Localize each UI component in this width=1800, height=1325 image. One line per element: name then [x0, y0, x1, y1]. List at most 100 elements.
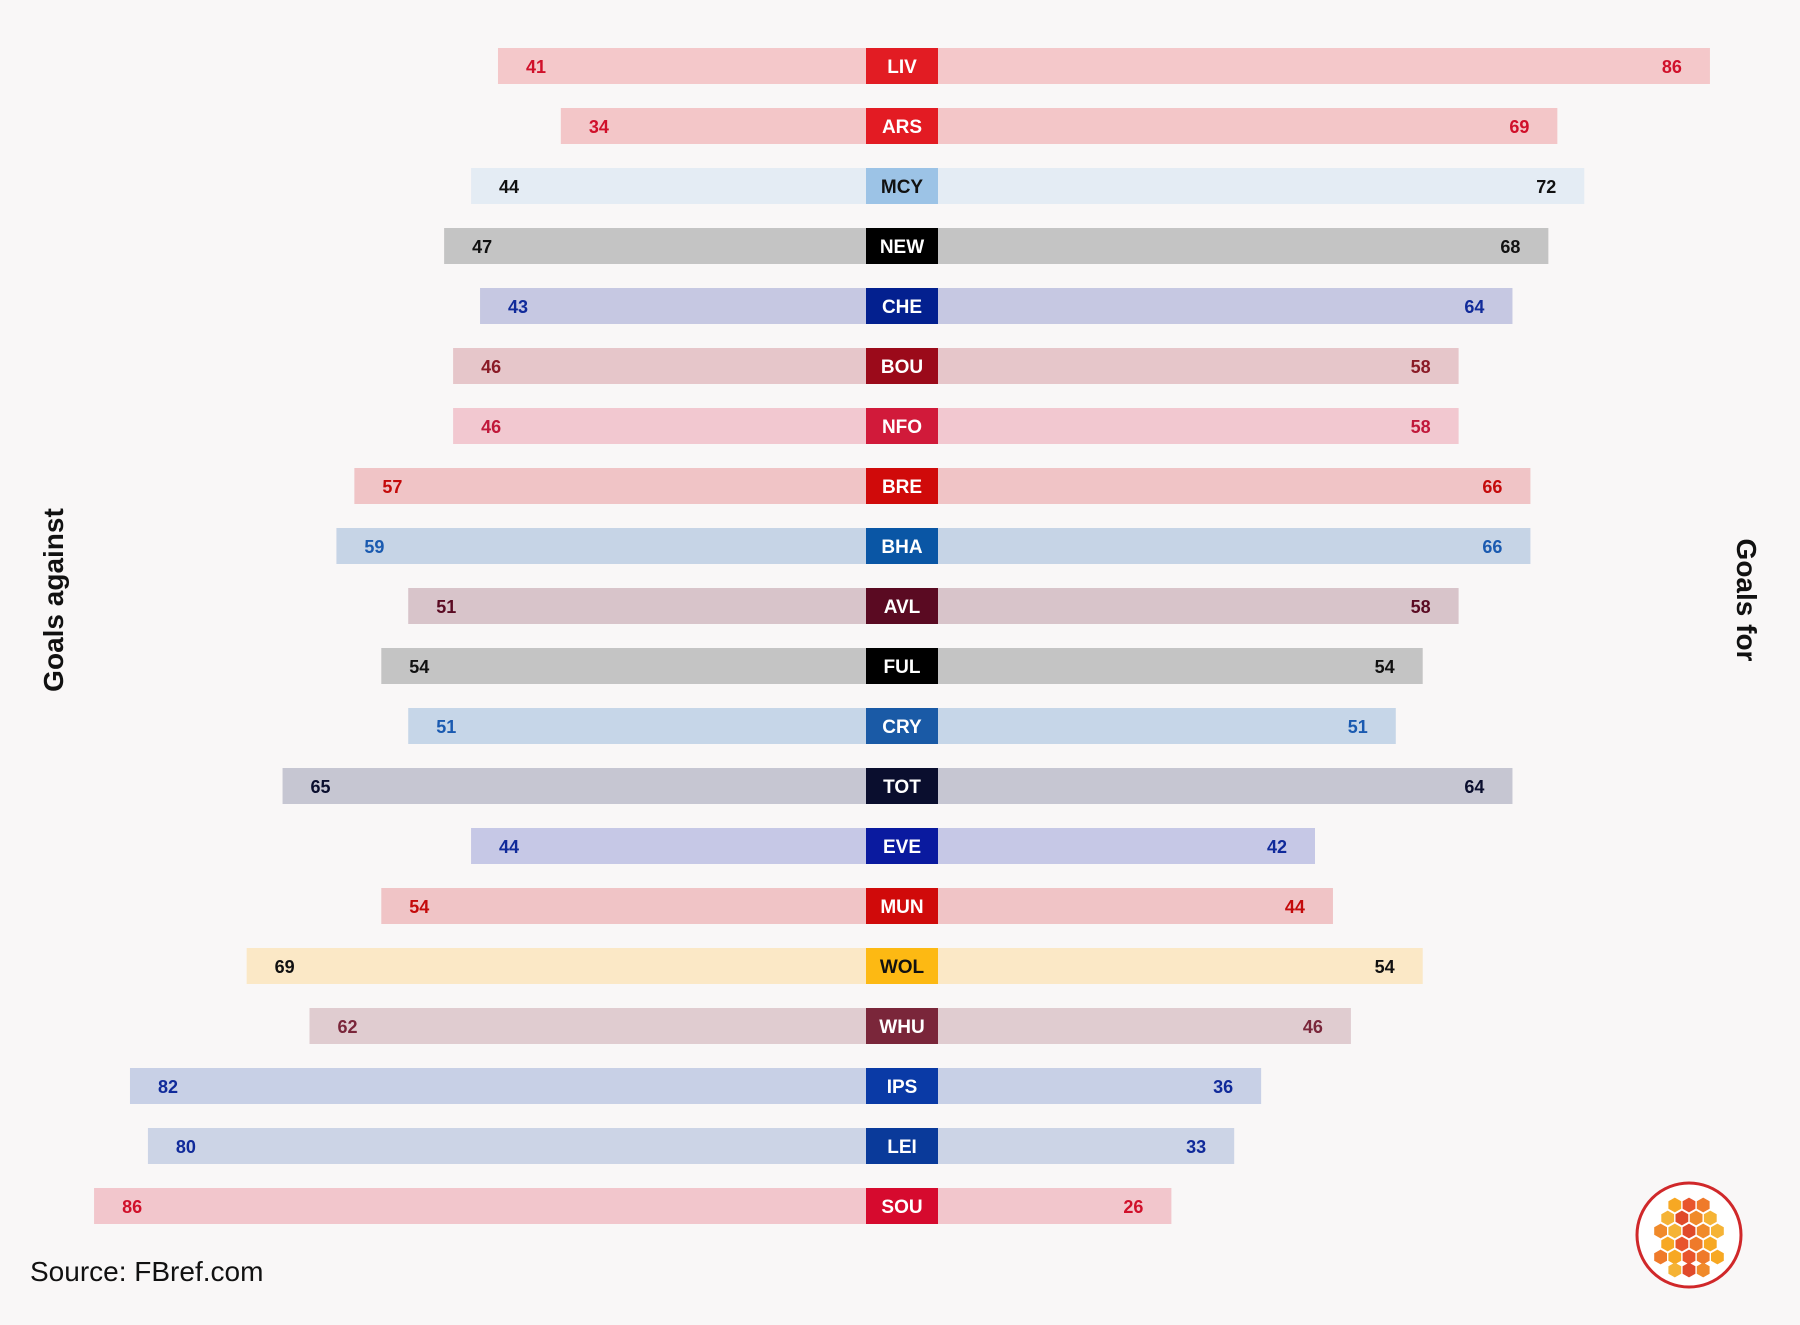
logo-hexagon	[1682, 1262, 1696, 1278]
goals-against-value: 54	[409, 897, 429, 917]
goals-for-bar	[938, 708, 1396, 744]
team-label: ARS	[882, 117, 922, 138]
team-label: SOU	[881, 1197, 922, 1218]
team-label: BOU	[881, 357, 923, 378]
source-note: Source: FBref.com	[30, 1256, 264, 1287]
goals-against-bar	[381, 648, 866, 684]
team-label: MUN	[880, 897, 923, 918]
brand-logo	[1634, 1180, 1744, 1290]
logo-hexagon	[1696, 1197, 1710, 1213]
goals-for-bar	[938, 1128, 1235, 1164]
goals-for-bar	[938, 48, 1710, 84]
team-label: LIV	[887, 57, 917, 78]
team-badge	[866, 1008, 938, 1044]
goals-against-value: 54	[409, 657, 429, 677]
logo-hexagon	[1668, 1249, 1682, 1265]
team-badge	[866, 648, 938, 684]
logo-hexagon	[1661, 1236, 1675, 1252]
goals-for-bar	[938, 828, 1315, 864]
goals-against-bar	[471, 828, 866, 864]
team-badge	[866, 48, 938, 84]
logo-hexagon	[1668, 1262, 1682, 1278]
goals-against-bar	[282, 768, 866, 804]
team-badge	[866, 828, 938, 864]
goals-for-bar	[938, 108, 1558, 144]
goals-for-bar	[938, 1068, 1262, 1104]
goals-against-bar	[309, 1008, 866, 1044]
goals-for-bar	[938, 768, 1513, 804]
logo-hexagon	[1703, 1210, 1717, 1226]
goals-for-value: 86	[1662, 57, 1682, 77]
goals-for-value: 66	[1482, 537, 1502, 557]
logo-hexagon	[1682, 1197, 1696, 1213]
goals-against-value: 34	[589, 117, 609, 137]
team-label: AVL	[884, 597, 921, 618]
goals-against-value: 82	[158, 1077, 178, 1097]
goals-against-bar	[129, 1068, 866, 1104]
team-badge	[866, 588, 938, 624]
goals-for-bar	[938, 948, 1423, 984]
goals-for-value: 58	[1411, 357, 1431, 377]
team-badge	[866, 948, 938, 984]
goals-for-value: 33	[1186, 1137, 1206, 1157]
team-badge	[866, 1188, 938, 1224]
goals-for-bar	[938, 588, 1459, 624]
goals-against-bar	[497, 48, 866, 84]
logo-hexagon	[1696, 1249, 1710, 1265]
goals-for-value: 44	[1285, 897, 1305, 917]
logo-hexagon	[1711, 1249, 1724, 1265]
goals-against-value: 46	[481, 357, 501, 377]
goals-against-value: 51	[436, 717, 456, 737]
goals-for-value: 64	[1464, 777, 1484, 797]
logo-hexagon	[1654, 1223, 1667, 1239]
logo-hexagon	[1689, 1236, 1703, 1252]
goals-against-value: 57	[382, 477, 402, 497]
goals-for-bar	[938, 468, 1531, 504]
logo-hexagon	[1668, 1223, 1682, 1239]
team-badge	[866, 528, 938, 564]
goals-against-bar	[480, 288, 866, 324]
logo-hexagon	[1696, 1262, 1710, 1278]
team-label: FUL	[884, 657, 921, 678]
goals-for-value: 66	[1482, 477, 1502, 497]
goals-for-value: 69	[1509, 117, 1529, 137]
goals-for-value: 58	[1411, 597, 1431, 617]
goals-against-bar	[408, 708, 866, 744]
team-label: NFO	[882, 417, 922, 438]
goals-for-value: 26	[1123, 1197, 1143, 1217]
team-badge	[866, 408, 938, 444]
team-badge	[866, 108, 938, 144]
team-label: TOT	[883, 777, 921, 798]
goals-against-bar	[453, 408, 866, 444]
goals-for-value: 46	[1303, 1017, 1323, 1037]
goals-against-value: 65	[311, 777, 331, 797]
goals-for-value: 51	[1348, 717, 1368, 737]
goals-for-bar	[938, 288, 1513, 324]
logo-hexagon	[1703, 1236, 1717, 1252]
goals-against-bar	[147, 1128, 867, 1164]
team-label: WOL	[880, 957, 925, 978]
goals-against-value: 44	[499, 837, 519, 857]
goals-against-bar	[336, 528, 866, 564]
goals-against-value: 59	[364, 537, 384, 557]
logo-hexagon	[1661, 1210, 1675, 1226]
logo-hexagon	[1668, 1197, 1682, 1213]
team-badge	[866, 168, 938, 204]
logo-hexagon	[1711, 1223, 1724, 1239]
team-badge	[866, 1068, 938, 1104]
logo-hexagon	[1689, 1210, 1703, 1226]
goals-against-value: 69	[275, 957, 295, 977]
goals-against-value: 51	[436, 597, 456, 617]
goals-against-value: 44	[499, 177, 519, 197]
goals-against-value: 47	[472, 237, 492, 257]
goals-for-bar	[938, 168, 1585, 204]
team-label: BHA	[881, 537, 922, 558]
goals-against-bar	[471, 168, 866, 204]
goals-against-value: 46	[481, 417, 501, 437]
team-label: IPS	[887, 1077, 918, 1098]
goals-against-value: 43	[508, 297, 528, 317]
goals-against-bar	[453, 348, 866, 384]
goals-for-bar	[938, 228, 1549, 264]
logo-hexagon	[1696, 1223, 1710, 1239]
